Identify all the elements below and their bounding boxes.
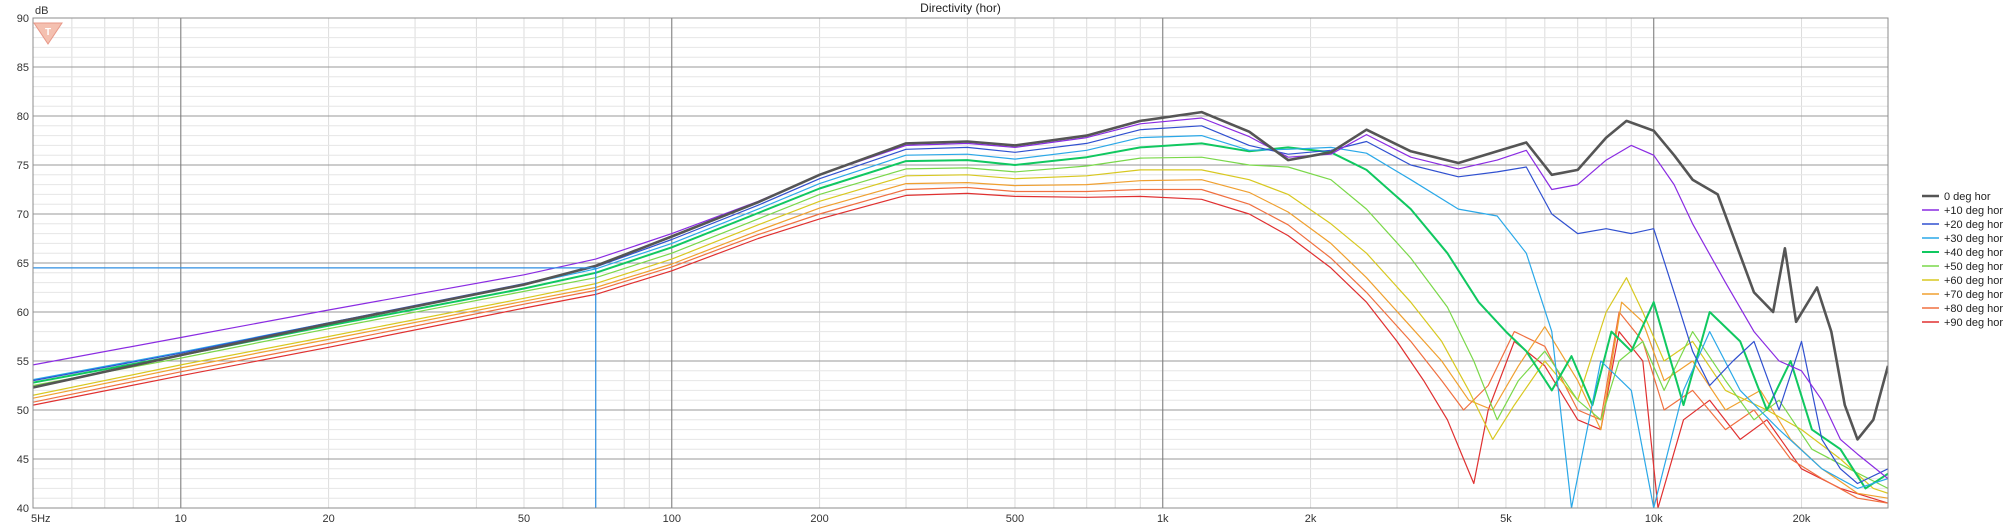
legend-label-6: +60 deg hor (1944, 275, 2003, 287)
legend-label-7: +70 deg hor (1944, 289, 2003, 301)
x-tick-label: 1k (1157, 513, 1169, 525)
y-tick-label: 60 (17, 307, 29, 319)
legend-label-1: +10 deg hor (1944, 205, 2003, 217)
y-tick-label: 55 (17, 356, 29, 368)
legend-label-9: +90 deg hor (1944, 317, 2003, 329)
x-tick-label: 5Hz (31, 513, 51, 525)
svg-text:T: T (45, 27, 51, 38)
x-tick-label: 5k (1500, 513, 1512, 525)
y-axis-label: dB (35, 5, 48, 17)
series-line-4 (33, 142, 1888, 490)
y-tick-label: 65 (17, 258, 29, 270)
series-line-5 (33, 156, 1888, 489)
y-tick-label: 90 (17, 13, 29, 25)
x-tick-label: 20k (1793, 513, 1811, 525)
y-tick-label: 70 (17, 209, 29, 221)
x-tick-label: 2k (1305, 513, 1317, 525)
logo-icon: T (33, 22, 63, 45)
y-tick-label: 75 (17, 160, 29, 172)
series-line-0 (33, 110, 1888, 441)
x-tick-label: 20 (322, 513, 334, 525)
legend: 0 deg hor +10 deg hor +20 deg hor +30 deg h… (1922, 191, 2003, 329)
series-line-8 (33, 186, 1888, 504)
y-tick-label: 85 (17, 62, 29, 74)
cursor-layer (33, 267, 597, 508)
legend-label-5: +50 deg hor (1944, 261, 2003, 273)
x-axis-ticks: 5Hz 10 20 50 100 200 500 1k 2k 5k 10k 20k (31, 513, 1811, 525)
legend-label-8: +80 deg hor (1944, 303, 2003, 315)
series-line-2 (33, 125, 1888, 485)
legend-label-3: +30 deg hor (1944, 233, 2003, 245)
y-tick-label: 50 (17, 405, 29, 417)
x-tick-label: 10 (175, 513, 187, 525)
series-line-3 (33, 135, 1888, 508)
legend-label-2: +20 deg hor (1944, 219, 2003, 231)
y-tick-label: 80 (17, 111, 29, 123)
x-tick-label: 100 (663, 513, 681, 525)
chart-title: Directivity (hor) (920, 1, 1001, 15)
legend-label-0: 0 deg hor (1944, 191, 1991, 203)
y-axis-ticks: 40 45 50 55 60 65 70 75 80 85 90 (17, 13, 29, 515)
x-tick-label: 50 (518, 513, 530, 525)
x-tick-label: 500 (1006, 513, 1024, 525)
x-tick-label: 10k (1645, 513, 1663, 525)
plot-frame (32, 17, 1889, 509)
y-tick-label: 45 (17, 454, 29, 466)
series-line-7 (33, 179, 1888, 499)
series-line-6 (33, 169, 1888, 494)
y-tick-label: 40 (17, 503, 29, 515)
legend-label-4: +40 deg hor (1944, 247, 2003, 259)
x-tick-label: 200 (810, 513, 828, 525)
series-layer (33, 110, 1888, 508)
series-line-9 (33, 192, 1888, 508)
